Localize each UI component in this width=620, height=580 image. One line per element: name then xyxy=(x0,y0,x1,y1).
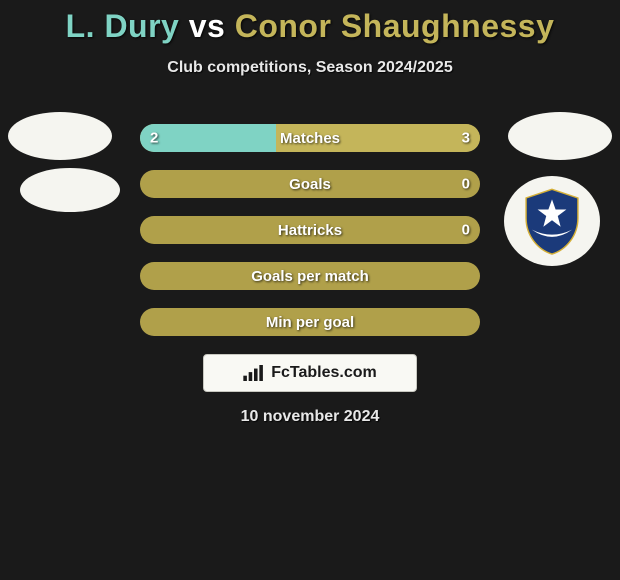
stat-label: Goals xyxy=(289,176,331,193)
stat-label: Min per goal xyxy=(266,314,354,331)
stat-bar-hattricks: Hattricks 0 xyxy=(140,216,480,244)
stat-value-right: 0 xyxy=(462,176,470,193)
stat-value-right: 3 xyxy=(462,130,470,147)
stat-label: Goals per match xyxy=(251,268,369,285)
subtitle: Club competitions, Season 2024/2025 xyxy=(0,59,620,77)
stat-value-left: 2 xyxy=(150,130,158,147)
stat-bar-matches: Matches 2 3 xyxy=(140,124,480,152)
stat-bar-min-per-goal: Min per goal xyxy=(140,308,480,336)
stat-value-right: 0 xyxy=(462,222,470,239)
stat-label: Matches xyxy=(280,130,340,147)
vs-label: vs xyxy=(189,8,226,44)
comparison-title: L. Dury vs Conor Shaughnessy xyxy=(0,0,620,45)
shield-icon xyxy=(516,185,588,257)
player1-club-logo-1 xyxy=(8,112,112,160)
player1-club-logo-2 xyxy=(20,168,120,212)
stat-bars: Matches 2 3 Goals 0 Hattricks 0 Goals per match… xyxy=(140,124,480,354)
player2-name: Conor Shaughnessy xyxy=(235,8,555,44)
player2-club-crest xyxy=(504,176,600,266)
stat-label: Hattricks xyxy=(278,222,342,239)
stat-bar-goals-per-match: Goals per match xyxy=(140,262,480,290)
stat-bar-goals: Goals 0 xyxy=(140,170,480,198)
player2-club-logo-1 xyxy=(508,112,612,160)
watermark: FcTables.com xyxy=(203,354,417,392)
watermark-text: FcTables.com xyxy=(271,364,377,382)
date-label: 10 november 2024 xyxy=(0,408,620,426)
player1-name: L. Dury xyxy=(66,8,180,44)
bar-segment xyxy=(140,124,276,152)
bar-chart-icon xyxy=(243,365,265,381)
